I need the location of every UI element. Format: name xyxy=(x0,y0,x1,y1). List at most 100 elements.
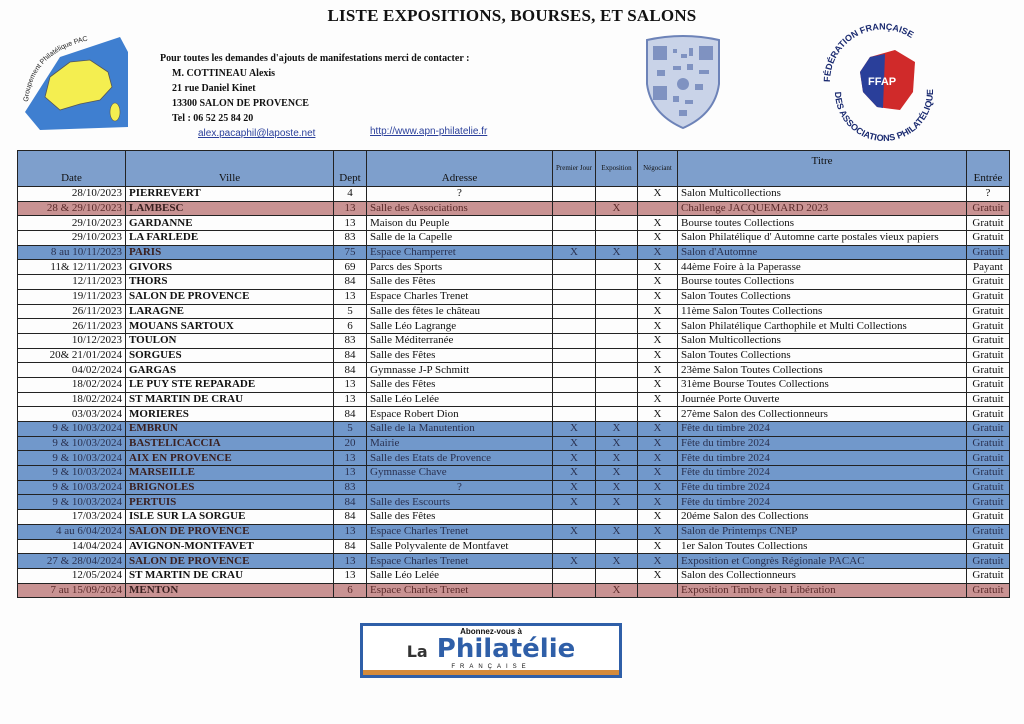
cell-adresse: Parcs des Sports xyxy=(366,259,553,276)
cell-entree: Gratuit xyxy=(966,347,1010,364)
cell-premier-jour: X xyxy=(552,244,596,261)
cell-negociant: X xyxy=(637,509,678,525)
cell-ville: EMBRUN xyxy=(125,421,334,437)
cell-entree: Gratuit xyxy=(966,230,1010,246)
cell-negociant: X xyxy=(637,450,678,467)
cell-dept: 13 xyxy=(333,288,367,305)
cell-negociant: X xyxy=(637,391,678,408)
cell-exposition xyxy=(595,347,638,364)
cell-titre: Bourse toutes Collections xyxy=(677,215,967,232)
cell-titre: Salon d'Automne xyxy=(677,244,967,261)
cell-ville: SALON DE PROVENCE xyxy=(125,523,334,540)
cell-negociant: X xyxy=(637,347,678,364)
cell-entree: Gratuit xyxy=(966,332,1010,349)
cell-ville: PIERREVERT xyxy=(125,186,334,202)
cell-date: 03/03/2024 xyxy=(17,406,126,422)
cell-date: 29/10/2023 xyxy=(17,230,126,246)
cell-dept: 20 xyxy=(333,435,367,452)
cell-date: 29/10/2023 xyxy=(17,215,126,232)
cell-titre: Fête du timbre 2024 xyxy=(677,494,967,511)
cell-dept: 84 xyxy=(333,274,367,290)
contact-intro: Pour toutes les demandes d'ajouts de man… xyxy=(160,53,470,64)
cell-adresse: Salle Léo Lagrange xyxy=(366,318,553,334)
cell-adresse: Salle de la Manutention xyxy=(366,421,553,437)
cell-date: 26/11/2023 xyxy=(17,303,126,320)
cell-exposition xyxy=(595,288,638,305)
cell-date: 8 au 10/11/2023 xyxy=(17,244,126,261)
cell-entree: Gratuit xyxy=(966,215,1010,232)
table-row: 26/11/2023 LARAGNE 5 Salle des fêtes le châ… xyxy=(17,303,1010,320)
cell-date: 9 & 10/03/2024 xyxy=(17,421,126,437)
cell-titre: Salon Toutes Collections xyxy=(677,288,967,305)
header-premier-jour: Premier Jour xyxy=(552,150,596,187)
cell-entree: Gratuit xyxy=(966,362,1010,378)
cell-premier-jour: X xyxy=(552,553,596,569)
cell-dept: 83 xyxy=(333,479,367,496)
cell-dept: 84 xyxy=(333,347,367,364)
contact-tel: Tel : 06 52 25 84 20 xyxy=(172,113,254,124)
cell-ville: MENTON xyxy=(125,582,334,599)
cell-titre: Fête du timbre 2024 xyxy=(677,435,967,452)
cell-exposition: X xyxy=(595,465,638,481)
cell-exposition: X xyxy=(595,582,638,599)
cell-adresse: Salle des fêtes le château xyxy=(366,303,553,320)
cell-negociant: X xyxy=(637,494,678,511)
table-row: 12/05/2024 ST MARTIN DE CRAU 13 Salle Léo L… xyxy=(17,567,1010,584)
cell-ville: MOUANS SARTOUX xyxy=(125,318,334,334)
cell-adresse: Salle Léo Lelée xyxy=(366,391,553,408)
cell-dept: 84 xyxy=(333,406,367,422)
table-row: 29/10/2023 LA FARLEDE 83 Salle de la Capell… xyxy=(17,230,1010,246)
cell-date: 14/04/2024 xyxy=(17,538,126,555)
header-date: Date xyxy=(17,150,126,187)
cell-premier-jour: X xyxy=(552,523,596,540)
cell-premier-jour xyxy=(552,274,596,290)
contact-city: 13300 SALON DE PROVENCE xyxy=(172,98,309,109)
cell-dept: 4 xyxy=(333,186,367,202)
cell-date: 12/11/2023 xyxy=(17,274,126,290)
cell-ville: LE PUY STE REPARADE xyxy=(125,376,334,393)
cell-dept: 13 xyxy=(333,567,367,584)
qr-code-shield[interactable] xyxy=(643,34,723,130)
table-row: 17/03/2024 ISLE SUR LA SORGUE 84 Salle des … xyxy=(17,509,1010,525)
website-link[interactable]: http://www.apn-philatelie.fr xyxy=(370,126,488,137)
cell-adresse: Mairie xyxy=(366,435,553,452)
pacac-logo: Groupement Philatélique PACAC xyxy=(20,32,128,130)
email-link[interactable]: alex.pacaphil@laposte.net xyxy=(198,128,316,139)
banner-la: La xyxy=(406,642,428,661)
cell-negociant: X xyxy=(637,376,678,393)
cell-dept: 13 xyxy=(333,376,367,393)
cell-dept: 83 xyxy=(333,332,367,349)
cell-titre: Salon Philatélique d' Automne carte post… xyxy=(677,230,967,246)
cell-exposition: X xyxy=(595,435,638,452)
table-row: 12/11/2023 THORS 84 Salle des Fêtes X Bourse … xyxy=(17,274,1010,290)
cell-premier-jour xyxy=(552,259,596,276)
cell-titre: Journée Porte Ouverte xyxy=(677,391,967,408)
cell-entree: Gratuit xyxy=(966,244,1010,261)
cell-exposition xyxy=(595,538,638,555)
cell-adresse: Salle des Fêtes xyxy=(366,274,553,290)
cell-date: 9 & 10/03/2024 xyxy=(17,435,126,452)
cell-date: 12/05/2024 xyxy=(17,567,126,584)
cell-negociant xyxy=(637,200,678,217)
cell-premier-jour xyxy=(552,303,596,320)
table-row: 9 & 10/03/2024 AIX EN PROVENCE 13 Salle des… xyxy=(17,450,1010,467)
cell-premier-jour xyxy=(552,288,596,305)
banner-title: Philatélie xyxy=(436,634,576,664)
cell-entree: Gratuit xyxy=(966,479,1010,496)
cell-ville: PARIS xyxy=(125,244,334,261)
cell-entree: Gratuit xyxy=(966,582,1010,599)
cell-premier-jour: X xyxy=(552,465,596,481)
cell-dept: 13 xyxy=(333,391,367,408)
cell-dept: 5 xyxy=(333,421,367,437)
cell-titre: 20éme Salon des Collections xyxy=(677,509,967,525)
cell-adresse: Salle des Fêtes xyxy=(366,509,553,525)
cell-negociant: X xyxy=(637,435,678,452)
cell-entree: Gratuit xyxy=(966,288,1010,305)
cell-exposition: X xyxy=(595,479,638,496)
cell-exposition: X xyxy=(595,200,638,217)
cell-premier-jour: X xyxy=(552,494,596,511)
banner-francaise: FRANÇAISE xyxy=(451,664,531,670)
cell-negociant: X xyxy=(637,274,678,290)
la-philatelie-ad-banner[interactable]: Abonnez-vous à La Philatélie FRANÇAISE xyxy=(360,623,622,678)
cell-titre: 1er Salon Toutes Collections xyxy=(677,538,967,555)
